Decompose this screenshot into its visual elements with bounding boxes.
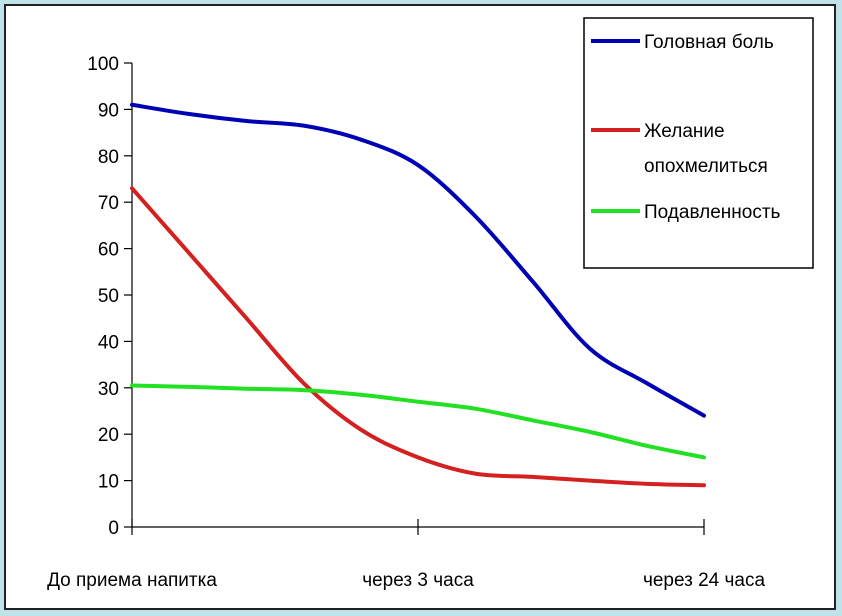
line-chart: 0 10 20 30 40 50 60 70 80 90 100 До приема напитка ч… <box>47 17 814 591</box>
legend-label: Головная боль <box>644 32 774 53</box>
y-tick-label: 30 <box>98 379 119 400</box>
series-line-headache <box>130 102 706 418</box>
y-tick-label: 90 <box>98 100 119 121</box>
y-tick-label: 60 <box>98 240 119 261</box>
chart-frame: 0 10 20 30 40 50 60 70 80 90 100 До приема напитка ч… <box>4 4 836 610</box>
y-tick-label: 50 <box>98 286 119 307</box>
y-tick-label: 20 <box>98 425 119 446</box>
y-tick-label: 70 <box>98 193 119 214</box>
series-line-depression <box>130 383 706 460</box>
y-tick-label: 10 <box>98 472 119 493</box>
y-tick-label: 0 <box>108 518 119 539</box>
y-tick-label: 40 <box>98 332 119 353</box>
legend-box <box>583 17 814 269</box>
x-tick-label: через 3 часа <box>362 570 474 591</box>
y-tick-label: 100 <box>87 54 119 75</box>
x-tick-label: через 24 часа <box>643 570 766 591</box>
series-line-hangover-desire <box>130 186 706 488</box>
x-tick-label: До приема напитка <box>47 570 217 591</box>
y-tick-label: 80 <box>98 147 119 168</box>
legend-label: Подавленность <box>644 202 781 223</box>
legend-label: Желание опохмелиться <box>644 121 768 177</box>
